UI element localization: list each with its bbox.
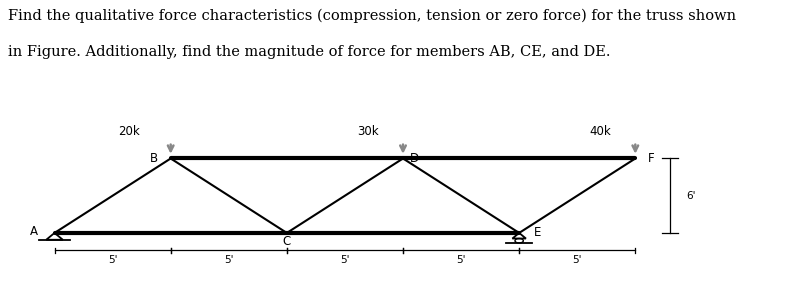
Text: 5': 5' [572, 255, 582, 265]
Text: 5': 5' [456, 255, 466, 265]
Text: 5': 5' [224, 255, 234, 265]
Text: 5': 5' [108, 255, 118, 265]
Text: B: B [151, 152, 159, 165]
Text: 6': 6' [687, 191, 696, 201]
Text: Find the qualitative force characteristics (compression, tension or zero force) : Find the qualitative force characteristi… [8, 8, 736, 23]
Text: 20k: 20k [118, 125, 139, 138]
Text: 40k: 40k [590, 125, 611, 138]
Text: 30k: 30k [357, 125, 379, 138]
Text: F: F [648, 152, 655, 165]
Text: 5': 5' [340, 255, 350, 265]
Text: in Figure. Additionally, find the magnitude of force for members AB, CE, and DE.: in Figure. Additionally, find the magnit… [8, 45, 611, 59]
Text: E: E [534, 226, 542, 239]
Text: A: A [30, 225, 38, 238]
Text: C: C [283, 235, 291, 248]
Text: D: D [410, 152, 419, 165]
